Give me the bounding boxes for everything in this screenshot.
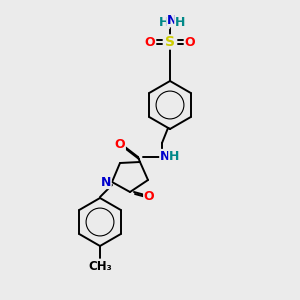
Text: H: H [175,16,185,28]
Text: H: H [169,149,179,163]
Text: CH₃: CH₃ [88,260,112,272]
Text: S: S [165,35,175,49]
Text: N: N [160,149,170,163]
Text: O: O [185,35,195,49]
Text: O: O [115,139,125,152]
Text: O: O [145,35,155,49]
Text: N: N [101,176,111,188]
Text: O: O [144,190,154,203]
Text: H: H [159,16,169,28]
Text: N: N [167,14,177,26]
